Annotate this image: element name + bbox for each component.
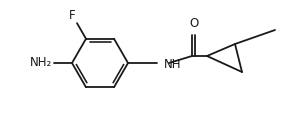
Text: NH: NH [164, 59, 181, 72]
Text: NH₂: NH₂ [30, 57, 52, 69]
Text: F: F [68, 9, 75, 22]
Text: O: O [189, 17, 198, 30]
